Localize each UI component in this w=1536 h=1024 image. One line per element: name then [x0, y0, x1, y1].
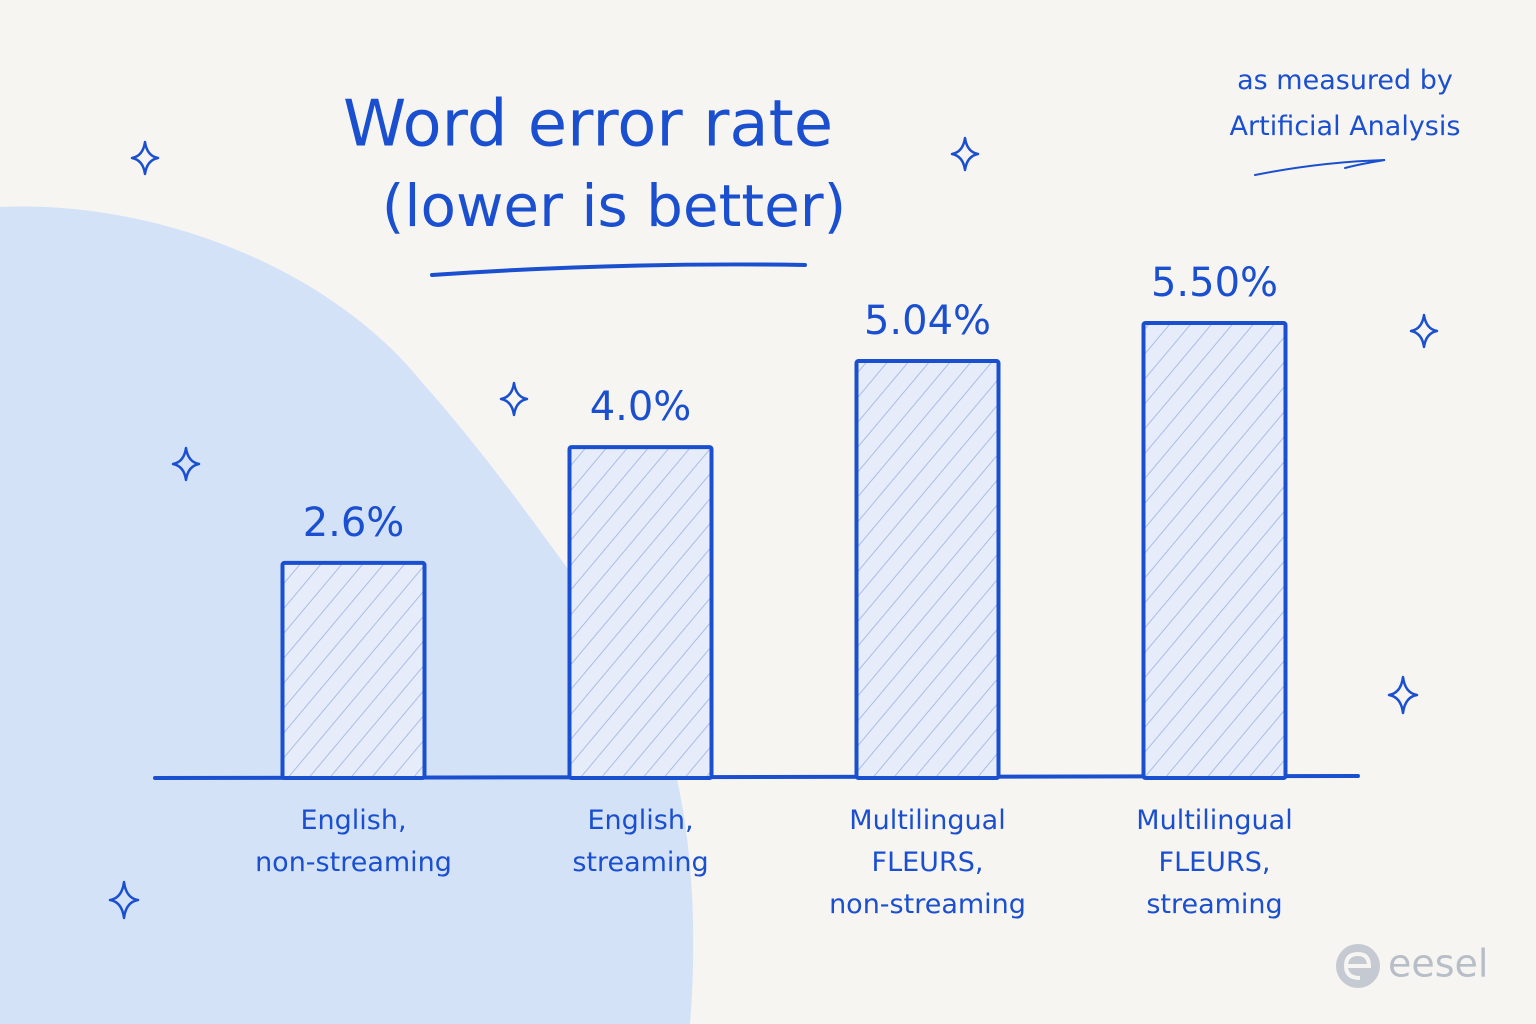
x-tick-label: English, non-streaming [255, 805, 452, 878]
bar [567, 445, 714, 780]
bar [1141, 321, 1288, 780]
annotation-squiggle [1254, 159, 1386, 176]
logo-text: eesel [1388, 942, 1489, 986]
x-tick-label: English, streaming [572, 805, 709, 878]
title-underline [430, 262, 807, 277]
value-label: 5.50% [1151, 260, 1278, 306]
value-label: 2.6% [303, 500, 405, 546]
logo: eesel [1336, 942, 1489, 988]
chart-subtitle: (lower is better) [382, 172, 847, 240]
sparkles [108, 136, 1439, 920]
bar [280, 560, 427, 781]
x-tick-label: Multilingual FLEURS, non-streaming [829, 805, 1026, 920]
x-tick-label: Multilingual FLEURS, streaming [1136, 805, 1293, 920]
chart-title: Word error rate [343, 88, 833, 162]
value-label: 5.04% [864, 298, 991, 344]
value-label: 4.0% [590, 384, 692, 430]
annotation: as measured by Artificial Analysis [1229, 65, 1461, 142]
bar [854, 359, 1001, 780]
